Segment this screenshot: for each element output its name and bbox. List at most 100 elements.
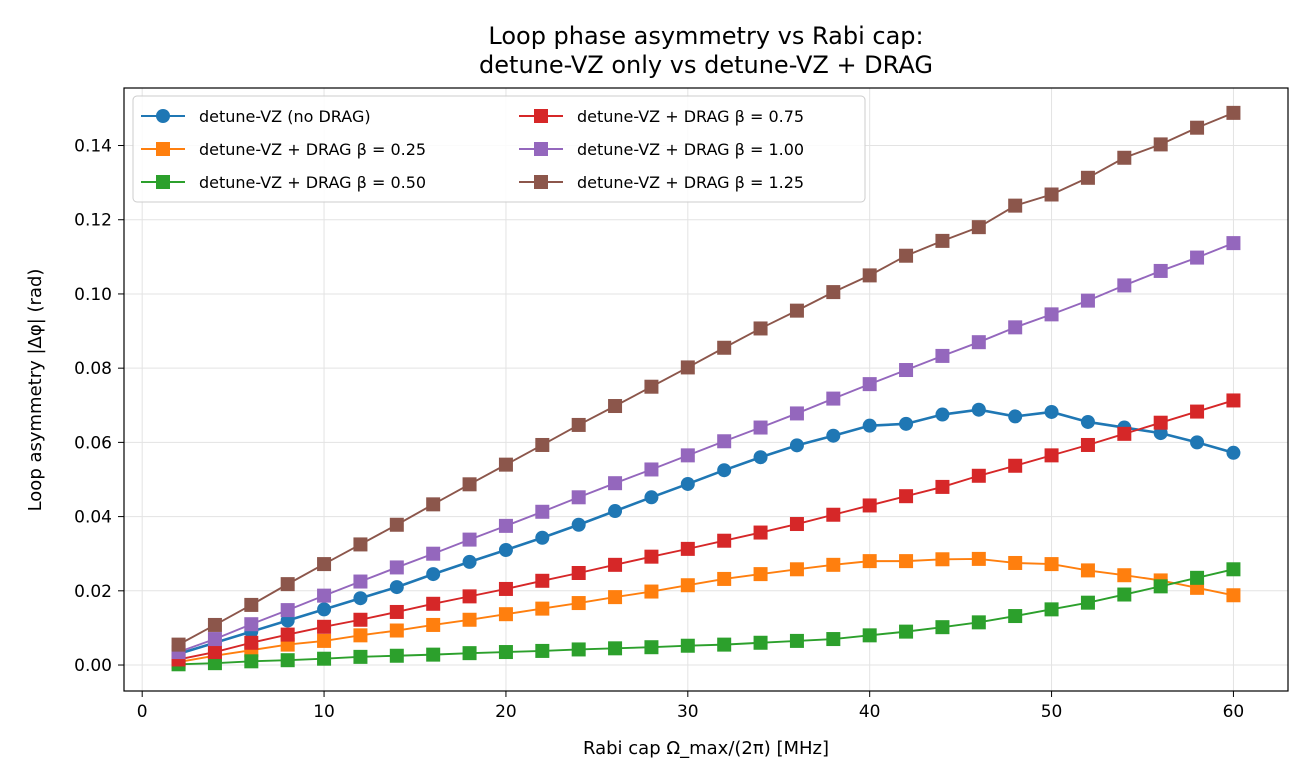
data-point [608, 399, 623, 414]
series-2 [171, 562, 1241, 672]
data-point [1153, 579, 1168, 594]
data-point [280, 653, 295, 668]
x-tick-label: 40 [859, 702, 881, 722]
data-point [317, 651, 332, 666]
data-point [899, 554, 914, 569]
data-point [862, 268, 877, 283]
data-point [971, 615, 986, 630]
data-point [971, 220, 986, 235]
data-point [535, 643, 550, 658]
data-point [862, 628, 877, 643]
legend-item: detune-VZ + DRAG β = 1.00 [519, 140, 804, 159]
legend-swatch-marker [156, 175, 170, 189]
data-point [462, 554, 477, 569]
data-point [535, 530, 550, 545]
data-point [717, 340, 732, 355]
legend-label: detune-VZ + DRAG β = 0.75 [577, 107, 804, 126]
data-point [1044, 187, 1059, 202]
data-point [935, 233, 950, 248]
data-point [1226, 393, 1241, 408]
data-point [826, 391, 841, 406]
data-point [1117, 426, 1132, 441]
data-point [753, 525, 768, 540]
data-point [1080, 595, 1095, 610]
data-point [899, 363, 914, 378]
y-tick-label: 0.12 [74, 211, 112, 231]
data-point [353, 612, 368, 627]
data-point [1044, 448, 1059, 463]
data-point [462, 477, 477, 492]
data-point [826, 557, 841, 572]
data-point [317, 588, 332, 603]
legend-swatch-marker [156, 109, 170, 123]
data-point [389, 623, 404, 638]
x-axis-label: Rabi cap Ω_max/(2π) [MHz] [583, 738, 829, 759]
data-point [644, 379, 659, 394]
legend-swatch-marker [534, 109, 548, 123]
data-point [462, 532, 477, 547]
data-point [207, 656, 222, 671]
chart-title-line-1: Loop phase asymmetry vs Rabi cap: [488, 22, 923, 50]
data-point [498, 457, 513, 472]
data-point [1153, 415, 1168, 430]
data-point [753, 567, 768, 582]
data-point [171, 637, 186, 652]
data-point [353, 537, 368, 552]
x-tick-label: 50 [1041, 702, 1063, 722]
legend-swatch-marker [534, 175, 548, 189]
legend-label: detune-VZ + DRAG β = 1.25 [577, 173, 804, 192]
data-point [717, 463, 732, 478]
y-tick-label: 0.14 [74, 137, 112, 157]
legend: detune-VZ (no DRAG) detune-VZ + DRAG β = … [132, 95, 866, 203]
data-point [462, 589, 477, 604]
data-point [935, 348, 950, 363]
data-point [1080, 563, 1095, 578]
data-point [644, 640, 659, 655]
data-point [1117, 568, 1132, 583]
data-point [608, 557, 623, 572]
data-point [462, 612, 477, 627]
x-tick-label: 60 [1223, 702, 1245, 722]
plot-frame [123, 87, 1289, 692]
data-point [753, 420, 768, 435]
axis-ticks: 0 10 20 30 40 50 60 0.00 0.02 0.04 0.06 0.08 0.10 0.1… [74, 137, 1244, 722]
data-point [789, 633, 804, 648]
data-point [826, 632, 841, 647]
data-point [1117, 150, 1132, 165]
data-point [717, 533, 732, 548]
data-point [353, 591, 368, 606]
data-point [826, 507, 841, 522]
data-point [1226, 588, 1241, 603]
data-point [862, 554, 877, 569]
data-point [353, 649, 368, 664]
data-point [1008, 609, 1023, 624]
data-series [171, 105, 1241, 672]
data-point [389, 648, 404, 663]
data-point [935, 479, 950, 494]
data-point [826, 285, 841, 300]
data-point [535, 437, 550, 452]
data-point [1080, 293, 1095, 308]
y-tick-label: 0.08 [74, 359, 112, 379]
y-tick-label: 0.10 [74, 285, 112, 305]
y-tick-label: 0.06 [74, 433, 112, 453]
data-point [1117, 278, 1132, 293]
data-point [1153, 137, 1168, 152]
data-point [1008, 555, 1023, 570]
data-point [1190, 120, 1205, 135]
data-point [971, 402, 986, 417]
legend-label: detune-VZ (no DRAG) [199, 107, 371, 126]
data-point [1190, 435, 1205, 450]
data-point [1117, 587, 1132, 602]
legend-item: detune-VZ + DRAG β = 0.50 [141, 173, 426, 192]
data-point [389, 517, 404, 532]
y-tick-label: 0.00 [74, 656, 112, 676]
series-5 [171, 105, 1241, 652]
data-point [571, 517, 586, 532]
data-point [935, 407, 950, 422]
data-point [207, 617, 222, 632]
legend-label: detune-VZ + DRAG β = 1.00 [577, 140, 804, 159]
data-point [207, 632, 222, 647]
legend-item: detune-VZ + DRAG β = 0.75 [519, 107, 804, 126]
data-point [1044, 557, 1059, 572]
